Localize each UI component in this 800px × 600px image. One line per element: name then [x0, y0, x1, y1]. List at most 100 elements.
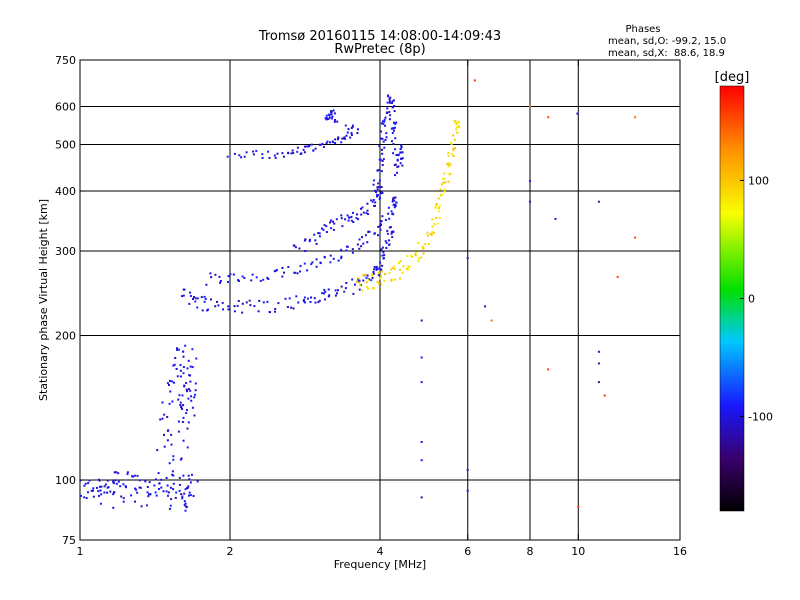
data-point: [299, 270, 302, 273]
data-point: [126, 473, 129, 476]
data-point: [176, 348, 178, 351]
data-point: [358, 281, 361, 284]
data-point: [236, 304, 239, 307]
data-point: [399, 260, 402, 263]
data-point: [99, 502, 102, 505]
data-point: [383, 279, 386, 282]
data-point: [433, 223, 436, 226]
data-point: [383, 118, 386, 121]
data-point: [380, 268, 383, 271]
data-point: [196, 306, 199, 309]
series-group: [79, 471, 199, 512]
data-point: [384, 273, 387, 275]
data-point: [466, 489, 469, 492]
data-point: [319, 261, 322, 264]
data-point: [384, 219, 387, 221]
data-point: [397, 165, 400, 168]
data-point: [184, 509, 187, 512]
data-point: [323, 256, 326, 259]
data-point: [179, 375, 182, 378]
data-point: [165, 490, 168, 493]
data-point: [188, 491, 191, 494]
data-point: [393, 164, 396, 167]
data-point: [330, 227, 333, 230]
data-point: [392, 152, 395, 155]
colorbar-unit: [deg]: [715, 70, 750, 85]
data-point: [366, 202, 369, 205]
data-point: [182, 350, 185, 353]
series-group: [473, 79, 637, 508]
data-point: [112, 481, 115, 484]
data-point: [171, 473, 174, 476]
data-point: [337, 289, 339, 292]
data-point: [401, 271, 404, 274]
data-point: [194, 382, 197, 385]
data-point: [376, 193, 379, 196]
data-point: [381, 254, 384, 257]
data-point: [399, 151, 402, 154]
data-point: [451, 153, 453, 156]
data-point: [182, 288, 185, 291]
data-point: [318, 299, 321, 302]
data-point: [232, 273, 235, 276]
data-point: [376, 188, 379, 191]
data-point: [296, 272, 299, 275]
data-point: [397, 154, 400, 157]
data-point: [192, 298, 194, 300]
data-point: [304, 301, 306, 304]
data-point: [393, 265, 396, 268]
data-point: [373, 268, 376, 271]
data-point: [288, 297, 291, 300]
data-point: [179, 458, 182, 461]
data-point: [146, 486, 149, 488]
data-point: [196, 297, 199, 300]
data-point: [351, 248, 354, 251]
data-point: [345, 134, 348, 137]
data-point: [378, 145, 381, 147]
data-point: [204, 298, 207, 300]
data-point: [343, 136, 346, 139]
data-point: [399, 277, 402, 280]
data-point: [361, 236, 363, 239]
data-point: [122, 500, 125, 503]
data-point: [179, 401, 182, 404]
data-point: [391, 100, 394, 103]
colorbar-tick-label: 0: [748, 293, 755, 306]
data-point: [329, 221, 332, 224]
data-point: [229, 273, 232, 276]
data-point: [347, 219, 350, 222]
data-point: [210, 276, 213, 279]
data-point: [257, 310, 260, 313]
data-point: [393, 105, 396, 107]
data-point: [386, 232, 389, 235]
data-point: [250, 279, 253, 282]
data-point: [133, 474, 136, 477]
data-point: [454, 122, 457, 125]
data-point: [440, 193, 443, 196]
data-point: [597, 362, 600, 365]
data-point: [304, 238, 307, 241]
data-point: [361, 206, 364, 209]
data-point: [171, 400, 174, 403]
data-point: [366, 286, 369, 289]
data-point: [187, 359, 190, 362]
data-point: [634, 116, 637, 119]
data-point: [354, 283, 356, 286]
data-point: [364, 273, 367, 276]
data-point: [406, 255, 409, 257]
data-point: [310, 143, 313, 146]
data-point: [340, 217, 343, 220]
data-point: [597, 200, 600, 203]
data-point: [138, 486, 141, 489]
data-point: [175, 491, 178, 494]
data-point: [436, 222, 439, 225]
data-point: [168, 384, 170, 386]
data-point: [420, 319, 423, 322]
data-point: [324, 290, 327, 293]
data-point: [435, 203, 438, 206]
data-point: [181, 407, 183, 410]
data-point: [183, 503, 186, 506]
data-point: [291, 149, 294, 152]
data-point: [262, 278, 265, 281]
data-point: [237, 300, 240, 302]
